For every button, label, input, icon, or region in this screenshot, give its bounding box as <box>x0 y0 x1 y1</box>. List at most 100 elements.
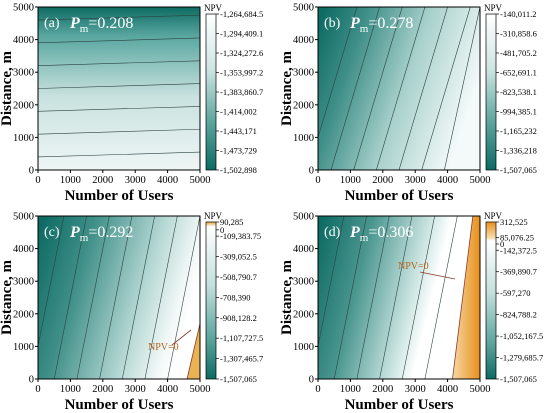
contour-line <box>76 215 110 380</box>
contour-line <box>401 215 435 380</box>
contour-line <box>376 6 426 171</box>
x-axis-title: Number of Users <box>345 397 454 413</box>
contour-line <box>317 6 358 138</box>
y-tick-label: 1000 <box>13 133 34 144</box>
x-tick-label: 1000 <box>60 175 81 186</box>
contour-line <box>53 215 87 380</box>
chart-panel-4: 0 1000 2000 3000 4000 5000 0 1000 2000 3000 4000 50… <box>279 211 543 413</box>
y-tick-label: 3000 <box>293 68 314 79</box>
colorbar-tick-label: -652,691.1 <box>500 68 537 78</box>
chart-panel-1: 0 1000 2000 3000 4000 5000 0 1000 2000 3000 4000 50… <box>0 3 263 205</box>
x-tick-label: 5000 <box>190 384 211 395</box>
panel-label: (a) <box>44 16 60 31</box>
colorbar-tick-label: -481,705.2 <box>500 48 537 58</box>
y-tick-label: 3000 <box>13 68 34 79</box>
y-tick-label: 5000 <box>13 3 34 14</box>
contour-line <box>37 14 201 21</box>
y-tick-label: 0 <box>29 166 34 177</box>
plot-frame <box>317 6 481 171</box>
contour-line <box>37 215 65 347</box>
colorbar-tick-label: -1,324,272.6 <box>220 48 263 58</box>
x-tick-label: 1000 <box>60 384 81 395</box>
pm-label: Pm=0.292 <box>69 224 133 244</box>
y-tick-label: 5000 <box>13 212 34 223</box>
colorbar <box>205 13 217 171</box>
panel-label: (b) <box>324 16 341 31</box>
y-tick-label: 0 <box>29 375 34 386</box>
colorbar-tick-label: -369,890.7 <box>500 267 537 277</box>
y-tick-label: 2000 <box>293 309 314 320</box>
x-tick-label: 1000 <box>340 384 361 395</box>
colorbar-tick-label: -823,538.1 <box>500 87 537 97</box>
colorbar-title: NPV <box>204 211 223 221</box>
colorbar-tick-label: -1,443,171 <box>220 126 257 136</box>
x-tick-label: 0 <box>35 384 40 395</box>
y-tick-label: 5000 <box>293 212 314 223</box>
panel-label: (c) <box>44 225 60 240</box>
contour-line <box>37 37 201 44</box>
colorbar-tick-label: -1,353,997.2 <box>220 68 263 78</box>
plot-frame <box>37 215 201 380</box>
y-tick-label: 2000 <box>13 100 34 111</box>
colorbar-tick-label: -908,128.2 <box>220 313 257 323</box>
npv-zero-pointer <box>171 329 192 346</box>
colorbar-tick-label: -310,858.6 <box>500 29 537 39</box>
colorbar-tick-label: -142,372.5 <box>500 245 537 255</box>
colorbar <box>205 221 217 380</box>
y-tick-label: 3000 <box>293 277 314 288</box>
colorbar-title: NPV <box>204 3 223 13</box>
pm-label: Pm=0.278 <box>349 15 413 35</box>
y-tick-label: 2000 <box>13 309 34 320</box>
colorbar-tick-label: 312,525 <box>500 217 528 227</box>
colorbar-tick-label: -109,383.75 <box>220 231 261 241</box>
plot-area <box>318 216 480 379</box>
colorbar-tick-label: -1,264,684.5 <box>220 9 263 19</box>
x-tick-label: 5000 <box>470 384 491 395</box>
contour-line <box>356 215 390 380</box>
colorbar-tick-label: 0 <box>500 239 504 249</box>
chart-panel-3: 0 1000 2000 3000 4000 5000 0 1000 2000 3000 4000 50… <box>0 211 263 413</box>
colorbar-tick-label: 0 <box>220 225 224 235</box>
x-tick-label: 3000 <box>125 175 146 186</box>
contour-line <box>330 6 380 171</box>
colorbar-tick-label: -309,052.5 <box>220 252 257 262</box>
x-tick-label: 3000 <box>405 384 426 395</box>
y-tick-label: 5000 <box>293 3 314 14</box>
y-axis-title: Distance, m <box>0 51 15 126</box>
plot-frame <box>37 6 201 171</box>
y-tick-label: 3000 <box>13 277 34 288</box>
y-tick-label: 4000 <box>293 244 314 255</box>
y-tick-label: 4000 <box>293 35 314 46</box>
contour-line <box>398 6 448 171</box>
colorbar-tick-label: -1,279,685.7 <box>500 353 543 363</box>
y-tick-label: 1000 <box>293 342 314 353</box>
npv-zero-contour <box>186 323 201 380</box>
contour-line <box>37 106 201 112</box>
x-tick-label: 3000 <box>405 175 426 186</box>
y-tick-label: 2000 <box>293 100 314 111</box>
y-axis-title: Distance, m <box>0 260 15 335</box>
contour-line <box>121 215 155 380</box>
npv-zero-pointer <box>419 271 456 280</box>
y-tick-label: 4000 <box>13 244 34 255</box>
pm-label: Pm=0.306 <box>349 224 413 244</box>
npv-zero-label: NPV=0 <box>398 261 429 272</box>
colorbar-tick-label: -824,788.2 <box>500 310 537 320</box>
colorbar-tick-label: -1,507,065 <box>500 165 537 175</box>
npv-zero-label: NPV=0 <box>148 342 179 353</box>
positive-npv-region <box>452 216 480 379</box>
colorbar-tick-label: -1,294,409.1 <box>220 29 263 39</box>
colorbar-tick-label: -1,414,002 <box>220 107 257 117</box>
contour-line <box>167 215 201 380</box>
plot-area <box>318 7 480 170</box>
colorbar-tick-label: -140,011.2 <box>500 9 537 19</box>
contour-line <box>37 83 201 89</box>
x-tick-label: 2000 <box>372 384 393 395</box>
contour-line <box>333 215 367 380</box>
colorbar-tick-label: -1,507,065 <box>500 374 537 384</box>
contour-line <box>144 215 178 380</box>
x-tick-label: 2000 <box>92 175 113 186</box>
colorbar-tick-label: 85,076.25 <box>500 233 534 243</box>
x-tick-label: 2000 <box>372 175 393 186</box>
npv-zero-contour <box>452 215 474 380</box>
